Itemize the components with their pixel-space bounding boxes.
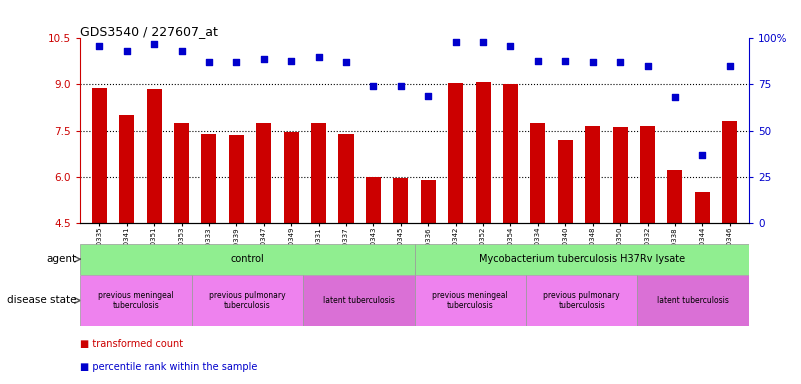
Text: Mycobacterium tuberculosis H37Rv lysate: Mycobacterium tuberculosis H37Rv lysate (479, 254, 685, 264)
Bar (586, 126, 600, 361)
Point (723, 63, 736, 69)
Bar (339, 134, 353, 361)
Point (394, 83, 407, 89)
Bar (119, 115, 135, 361)
Point (614, 59, 626, 65)
Point (120, 48, 133, 55)
Bar (530, 123, 545, 361)
Text: latent tuberculosis: latent tuberculosis (323, 296, 395, 305)
Bar (191, 275, 303, 326)
Text: control: control (231, 254, 264, 264)
Point (285, 58, 298, 64)
Point (669, 94, 682, 101)
Bar (613, 127, 628, 361)
Point (696, 151, 709, 157)
Text: GDS3540 / 227607_at: GDS3540 / 227607_at (80, 25, 218, 38)
Point (449, 39, 462, 45)
Point (477, 39, 489, 45)
Text: previous pulmonary
tuberculosis: previous pulmonary tuberculosis (209, 291, 286, 310)
Bar (667, 170, 682, 361)
Bar (80, 275, 191, 326)
Point (559, 58, 572, 64)
Point (340, 59, 352, 65)
Bar (421, 180, 436, 361)
Bar (503, 84, 518, 361)
Point (175, 48, 188, 55)
Text: disease state: disease state (6, 295, 76, 306)
Text: previous pulmonary
tuberculosis: previous pulmonary tuberculosis (543, 291, 620, 310)
Bar (557, 140, 573, 361)
Bar (638, 275, 749, 326)
Bar (284, 132, 299, 361)
Bar (415, 244, 749, 275)
Text: ■ transformed count: ■ transformed count (80, 339, 183, 349)
Point (312, 54, 325, 60)
Point (93, 43, 106, 49)
Text: ■ percentile rank within the sample: ■ percentile rank within the sample (80, 362, 257, 372)
Bar (526, 275, 638, 326)
Bar (147, 89, 162, 361)
Bar (229, 135, 244, 361)
Bar (723, 121, 737, 361)
Bar (303, 275, 415, 326)
Point (504, 43, 517, 49)
Bar (80, 244, 415, 275)
Bar (694, 192, 710, 361)
Point (230, 59, 243, 65)
Point (641, 63, 654, 69)
Bar (92, 88, 107, 361)
Point (257, 56, 270, 62)
Bar (366, 177, 381, 361)
Bar (415, 275, 526, 326)
Point (367, 83, 380, 89)
Bar (393, 178, 409, 361)
Text: previous meningeal
tuberculosis: previous meningeal tuberculosis (98, 291, 174, 310)
Bar (311, 123, 326, 361)
Bar (476, 82, 490, 361)
Bar (201, 134, 216, 361)
Text: previous meningeal
tuberculosis: previous meningeal tuberculosis (433, 291, 508, 310)
Bar (640, 126, 655, 361)
Text: agent: agent (46, 254, 76, 264)
Point (586, 59, 599, 65)
Point (147, 41, 160, 47)
Bar (174, 123, 189, 361)
Point (422, 93, 435, 99)
Bar (448, 83, 463, 361)
Text: latent tuberculosis: latent tuberculosis (658, 296, 729, 305)
Bar (256, 123, 272, 361)
Point (531, 58, 544, 64)
Point (203, 59, 215, 65)
